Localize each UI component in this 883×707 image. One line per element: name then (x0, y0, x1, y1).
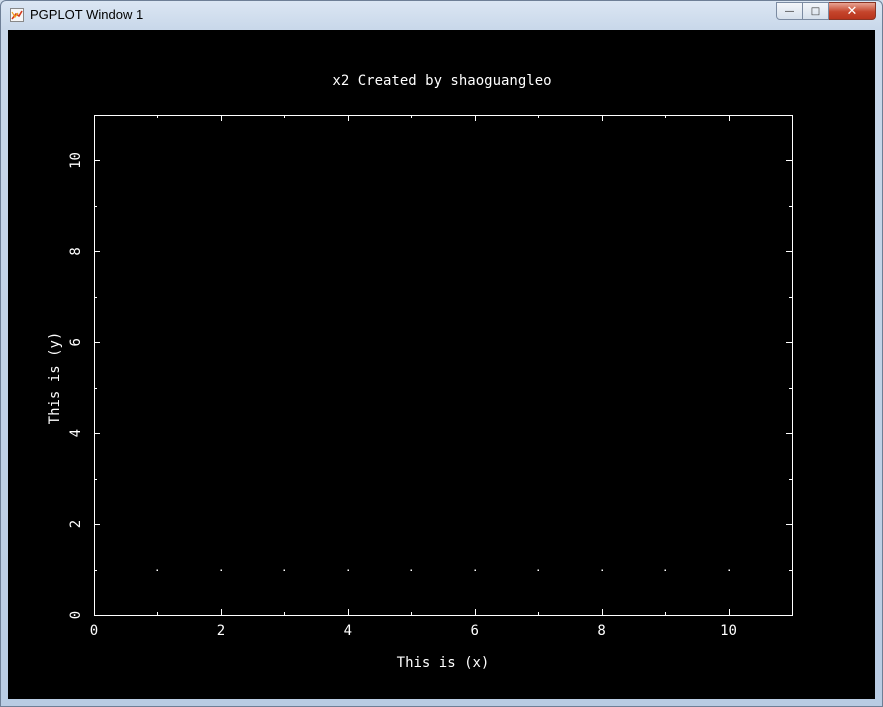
title-bar[interactable]: PGPLOT Window 1 — □ ✕ (1, 1, 882, 29)
pgplot-app-icon[interactable] (10, 8, 24, 22)
data-point (537, 569, 539, 571)
minimize-button[interactable]: — (776, 2, 803, 20)
y-axis: 0 2 4 6 8 10 (68, 115, 792, 619)
minimize-icon: — (784, 5, 795, 17)
close-button[interactable]: ✕ (829, 2, 876, 20)
caption-buttons: — □ ✕ (776, 2, 876, 21)
data-point (601, 569, 603, 571)
maximize-button[interactable]: □ (803, 2, 829, 20)
data-points (156, 569, 730, 571)
data-point (664, 569, 666, 571)
x-tick-label: 4 (344, 623, 352, 639)
data-point (347, 569, 349, 571)
x-tick-label: 6 (471, 623, 479, 639)
x-axis: 0 2 4 6 8 10 (90, 115, 793, 639)
plot-title: x2 Created by shaoguangleo (332, 73, 551, 89)
plot-frame (94, 115, 793, 616)
data-point (220, 569, 222, 571)
plot-canvas[interactable]: x2 Created by shaoguangleo 0 2 4 6 8 10 0 2 4 6 8… (8, 30, 875, 699)
x-tick-label: 0 (90, 623, 98, 639)
y-tick-label: 4 (68, 429, 84, 437)
x-tick-label: 8 (597, 623, 605, 639)
data-point (728, 569, 730, 571)
data-point (410, 569, 412, 571)
x-axis-label: This is (x) (397, 655, 490, 671)
y-tick-label: 0 (68, 611, 84, 619)
window-title: PGPLOT Window 1 (30, 7, 144, 22)
x-tick-label: 10 (720, 623, 737, 639)
data-point (283, 569, 285, 571)
data-point (474, 569, 476, 571)
plot-svg: x2 Created by shaoguangleo 0 2 4 6 8 10 0 2 4 6 8… (47, 73, 793, 671)
y-axis-label: This is (y) (47, 332, 63, 425)
maximize-icon: □ (810, 5, 821, 17)
y-tick-label: 6 (68, 338, 84, 346)
y-tick-label: 8 (68, 247, 84, 255)
data-point (156, 569, 158, 571)
y-tick-label: 10 (68, 152, 84, 169)
x-tick-label: 2 (217, 623, 225, 639)
y-tick-label: 2 (68, 520, 84, 528)
close-icon: ✕ (846, 3, 858, 19)
